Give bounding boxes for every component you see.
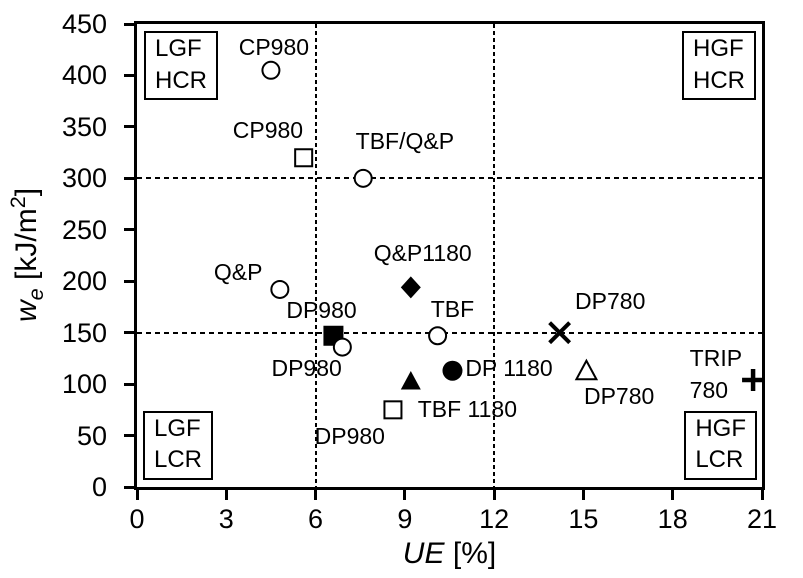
y-tick-label: 300 — [61, 163, 107, 194]
x-tick — [760, 487, 764, 500]
x-tick — [492, 487, 496, 500]
data-point-label: TBF 1180 — [417, 395, 517, 422]
data-point-marker-triangle-open — [574, 358, 599, 381]
y-tick — [124, 279, 134, 283]
quadrant-label-bottom-right: HGF LCR — [684, 410, 757, 480]
x-tick-label: 15 — [568, 504, 599, 534]
reference-line-horizontal — [137, 177, 762, 180]
data-point-label: CP980 — [232, 116, 304, 143]
data-point-label: CP980 — [238, 33, 310, 60]
y-tick — [124, 228, 134, 232]
data-point-label: Q&P1180 — [373, 240, 472, 267]
x-axis-unit: [%] — [452, 537, 497, 570]
data-point-marker-diamond-filled — [400, 276, 421, 299]
quadrant-label-top-left: LGF HCR — [144, 31, 218, 101]
y-tick — [124, 331, 134, 335]
y-tick-label: 450 — [61, 9, 107, 39]
y-tick-label: 50 — [76, 420, 107, 451]
x-tick-label: 6 — [308, 504, 324, 534]
data-point-label: TBF — [430, 295, 475, 322]
data-point-label: DP 1180 — [465, 354, 553, 381]
y-tick — [124, 434, 134, 438]
x-axis-variable: UE — [402, 537, 445, 570]
data-point-label: DP980 — [314, 422, 385, 449]
y-tick-label: 250 — [61, 214, 107, 245]
data-point-marker-circle-open — [428, 326, 448, 346]
x-tick-label: 0 — [129, 504, 145, 534]
data-point-label: Q&P — [213, 258, 263, 285]
quadrant-label-bottom-left: LGF LCR — [143, 410, 214, 480]
x-tick — [135, 487, 139, 500]
y-tick — [124, 382, 134, 386]
quadrant-label-top-right: HGF HCR — [682, 31, 756, 101]
data-point-label: DP980 — [286, 296, 357, 323]
x-tick-label: 9 — [397, 504, 413, 534]
data-point-marker-square-open — [294, 148, 314, 168]
x-tick-label: 18 — [657, 504, 688, 534]
plot-area: we[kJ/m2] UE [%] LGF HCR HGF HCR LGF LCR HGF… — [5, 9, 777, 570]
data-point-marker-x-cross — [548, 321, 572, 345]
reference-line-vertical — [314, 24, 317, 487]
reference-line-vertical — [493, 24, 496, 487]
data-point-marker-square-open — [383, 400, 403, 420]
data-point-marker-circle-open — [261, 60, 281, 80]
y-tick-label: 0 — [91, 472, 107, 502]
data-point-marker-circle-open — [270, 279, 290, 299]
y-tick — [124, 485, 134, 489]
plot-frame — [134, 21, 765, 490]
data-point-label: DP980 — [271, 354, 342, 381]
x-tick — [403, 487, 407, 500]
x-axis-title: UE [%] — [137, 537, 762, 571]
data-point-marker-triangle-filled — [400, 371, 421, 390]
y-tick — [124, 176, 134, 180]
data-point-marker-plus — [742, 368, 765, 391]
x-tick — [581, 487, 585, 500]
x-tick — [224, 487, 228, 500]
data-point-marker-circle-open — [332, 337, 352, 357]
x-tick — [314, 487, 318, 500]
y-tick — [124, 22, 134, 26]
y-tick-label: 150 — [61, 317, 107, 348]
x-tick — [671, 487, 675, 500]
data-points-layer — [261, 60, 765, 420]
data-point-label: TBF/Q&P — [355, 128, 455, 155]
data-point-marker-circle-filled — [442, 360, 463, 381]
x-tick-label: 21 — [746, 504, 778, 534]
x-tick-label: 12 — [479, 504, 510, 534]
y-tick — [124, 73, 134, 77]
x-tick-label: 3 — [218, 504, 234, 534]
data-point-label: DP780 — [575, 287, 646, 314]
y-axis-unit-superscript: 2 — [5, 196, 30, 209]
data-point-label: DP780 — [583, 383, 655, 410]
y-tick — [124, 125, 134, 129]
y-tick-label: 200 — [61, 266, 107, 297]
y-axis-title: we[kJ/m2] — [5, 188, 49, 322]
data-point-marker-circle-open — [353, 168, 373, 188]
data-point-label: TRIP 780 — [689, 344, 743, 403]
reference-line-horizontal — [137, 331, 762, 334]
y-tick-label: 100 — [61, 369, 107, 400]
y-tick-label: 400 — [61, 60, 107, 91]
y-tick-label: 350 — [61, 111, 107, 142]
